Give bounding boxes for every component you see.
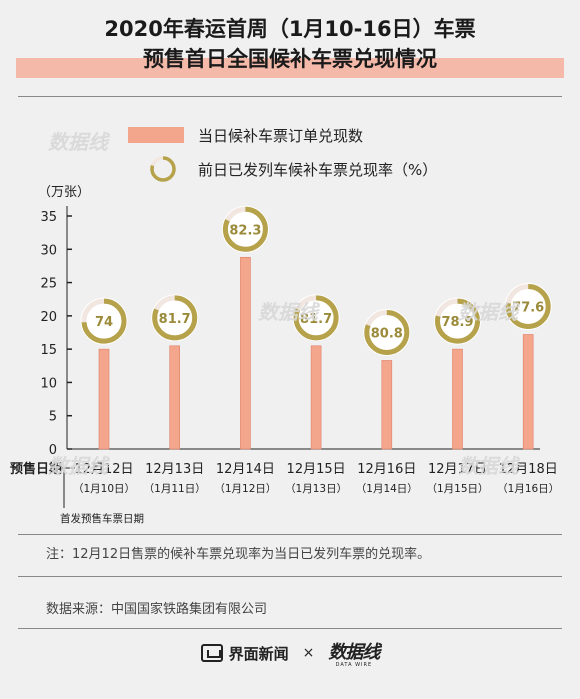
ring-value-arc — [152, 295, 198, 341]
x-tick-sublabel: （1月11日） — [144, 483, 206, 495]
ring-value-label: 81.7 — [159, 312, 191, 327]
bar — [169, 345, 180, 450]
ring-value-label: 81.7 — [300, 312, 332, 327]
bar — [522, 334, 534, 450]
ring-value-label: 77.6 — [512, 300, 544, 315]
ring-background — [221, 205, 269, 253]
x-tick-sublabel: （1月10日） — [73, 483, 135, 495]
x-tick-label: 12月18日 — [499, 462, 558, 477]
watermark-logo: 数据线 — [48, 130, 108, 154]
bar — [98, 348, 110, 450]
x-tick-label: 12月15日 — [287, 462, 346, 477]
ring-value-arc — [505, 283, 551, 329]
x-tick-label: 12月13日 — [145, 462, 204, 477]
x-tick-label: 12月16日 — [357, 462, 416, 477]
bar — [240, 256, 251, 450]
bar — [310, 345, 322, 450]
footer-rule — [18, 628, 562, 629]
legend-ring-label: 前日已发列车候补车票兑现率（%） — [198, 160, 438, 179]
x-tick-label: 12月14日 — [216, 462, 275, 477]
ring-background — [80, 297, 128, 345]
legend-bar-swatch — [128, 127, 184, 143]
chart-title: 2020年春运首周（1月10-16日）车票 预售首日全国候补车票兑现情况 — [0, 14, 580, 74]
title-line-2: 预售首日全国候补车票兑现情况 — [143, 47, 437, 71]
watermark-logo: 数据线 — [48, 454, 108, 478]
first-date-note: 首发预售车票日期 — [60, 513, 144, 525]
watermark-logo: 数据线 — [458, 300, 518, 324]
y-tick-label: 30 — [40, 243, 57, 258]
x-tick-sublabel: （1月12日） — [214, 483, 276, 495]
source-text: 数据来源：中国国家铁路集团有限公司 — [46, 602, 268, 617]
ring-value-arc — [364, 309, 410, 355]
data-wire-logo-sub: DATA WIRE — [335, 662, 373, 668]
ring-background — [363, 308, 411, 356]
ring-value-arc — [435, 298, 480, 344]
y-tick-label: 15 — [40, 343, 57, 358]
x-tick-sublabel: （1月15日） — [426, 483, 488, 495]
y-tick-label: 0 — [49, 443, 57, 458]
jiemian-logo-icon — [200, 644, 223, 662]
y-tick-label: 10 — [40, 376, 57, 391]
bar — [452, 348, 463, 450]
title-line-1: 2020年春运首周（1月10-16日）车票 — [104, 17, 476, 41]
chart-plot: （万张） 0 5 10 15 20 25 30 35 预售日期 74 12月12日 （1月10日） 81.… — [10, 185, 559, 508]
source-rule — [18, 576, 562, 577]
y-tick-label: 20 — [40, 310, 57, 325]
brand-left-text: 界面新闻 — [228, 644, 289, 663]
bar — [381, 360, 393, 450]
ring-value-label: 82.3 — [229, 223, 261, 238]
ring-value-label: 78.9 — [441, 315, 473, 330]
x-tick-label: 12月12日 — [74, 462, 133, 477]
ring-background — [292, 294, 340, 342]
ring-background — [434, 297, 481, 345]
legend-item-ring: 前日已发列车候补车票兑现率（%） — [128, 152, 437, 186]
ring-value-arc — [81, 298, 127, 344]
mid-rule — [18, 534, 562, 535]
y-axis-unit: （万张） — [38, 185, 90, 200]
watermark-logo: 数据线 — [458, 454, 518, 478]
legend-item-bar: 当日候补车票订单兑现数 — [128, 118, 437, 152]
footer: 界面新闻 × 数据线 DATA WIRE — [0, 638, 580, 668]
x-tick-sublabel: （1月13日） — [285, 483, 347, 495]
legend: 当日候补车票订单兑现数 前日已发列车候补车票兑现率（%） — [128, 118, 437, 186]
ring-value-arc — [222, 206, 268, 252]
times-sign: × — [302, 645, 315, 661]
ring-value-arc — [293, 295, 339, 341]
legend-bar-label: 当日候补车票订单兑现数 — [198, 126, 364, 145]
ring-value-label: 74 — [95, 315, 113, 330]
ring-value-label: 80.8 — [371, 326, 403, 341]
ring-background — [504, 282, 552, 330]
title-highlight — [16, 58, 564, 78]
x-tick-sublabel: （1月14日） — [356, 483, 418, 495]
y-tick-label: 25 — [40, 277, 57, 292]
y-tick-label: 35 — [40, 210, 57, 225]
watermark-logo: 数据线 — [258, 300, 318, 324]
brand-right: 数据线 DATA WIRE — [328, 638, 380, 668]
y-tick-label: 5 — [49, 410, 57, 425]
x-row-label: 预售日期 — [10, 461, 62, 477]
data-wire-logo: 数据线 — [328, 642, 380, 663]
legend-ring-swatch — [150, 156, 176, 182]
x-tick-sublabel: （1月16日） — [497, 483, 559, 495]
top-rule — [18, 96, 562, 97]
x-tick-label: 12月17日 — [428, 462, 487, 477]
ring-background — [151, 294, 199, 342]
brand-left: 界面新闻 — [200, 643, 289, 664]
footnote: 注：12月12日售票的候补车票兑现率为当日已发列车票的兑现率。 — [46, 547, 431, 562]
